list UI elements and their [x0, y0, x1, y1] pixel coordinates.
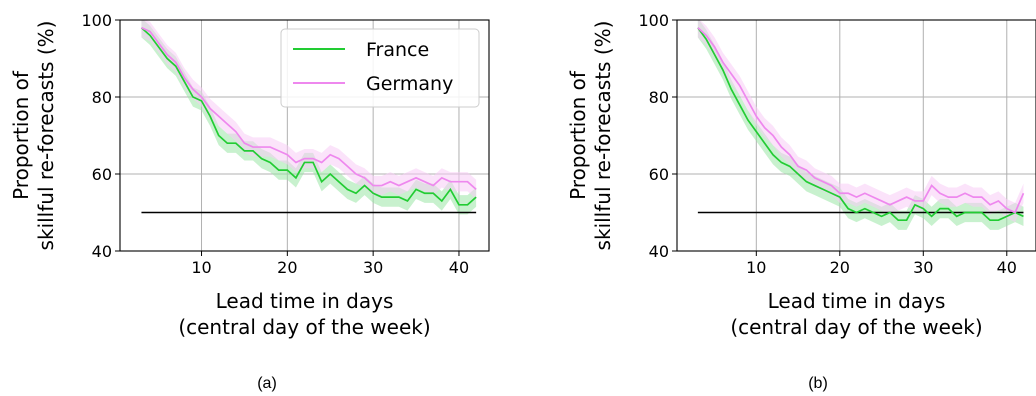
y-tick-label: 40 [92, 242, 112, 261]
axes-frame [119, 19, 490, 252]
panel-caption: (a) [257, 375, 277, 392]
y-tick-label: 40 [649, 242, 669, 261]
confidence-band-germany [697, 20, 1024, 223]
series-line-germany [697, 27, 1025, 214]
legend-label-germany: Germany [366, 73, 453, 95]
x-axis-label: Lead time in days [768, 289, 946, 313]
x-tick-label: 20 [830, 258, 850, 277]
legend-label-france: France [366, 39, 429, 61]
panel-caption: (b) [808, 375, 828, 392]
series-line-france [140, 27, 477, 206]
x-axis-label-subtitle: (central day of the week) [178, 315, 430, 339]
x-tick-label: 40 [997, 258, 1017, 277]
y-tick-label: 100 [81, 11, 112, 30]
x-axis-label-subtitle: (central day of the week) [730, 315, 982, 339]
y-tick-label: 100 [638, 11, 669, 30]
series-line-germany [141, 26, 477, 191]
legend: France Germany [280, 28, 480, 108]
x-tick-label: 40 [449, 258, 469, 277]
x-tick-label: 10 [746, 258, 766, 277]
series-line-france [697, 27, 1024, 222]
confidence-band-france [141, 20, 477, 215]
y-tick-label: 80 [649, 88, 669, 107]
y-tick-label: 60 [92, 165, 112, 184]
x-tick-label: 10 [191, 258, 211, 277]
y-axis-label-line2: skillful re-forecasts (%) [591, 21, 615, 251]
y-tick-label: 80 [92, 88, 112, 107]
y-tick-label: 60 [649, 165, 669, 184]
chart-panel-b: 10 20 30 40 40 60 80 100 Lead time in days(centr… [566, 11, 1036, 392]
y-axis-label: Proportion of [566, 70, 590, 200]
y-axis-label-line2: skillful re-forecasts (%) [34, 21, 58, 251]
x-tick-label: 20 [277, 258, 297, 277]
x-tick-label: 30 [913, 258, 933, 277]
plot-area [677, 20, 1036, 251]
x-axis-label: Lead time in days [216, 289, 394, 313]
x-tick-label: 30 [363, 258, 383, 277]
axes-frame [676, 19, 1036, 252]
y-axis-label: Proportion of [9, 70, 33, 200]
chart-panel-a: 10 20 30 40 40 60 80 100 Lead time in days(centr… [9, 11, 490, 392]
